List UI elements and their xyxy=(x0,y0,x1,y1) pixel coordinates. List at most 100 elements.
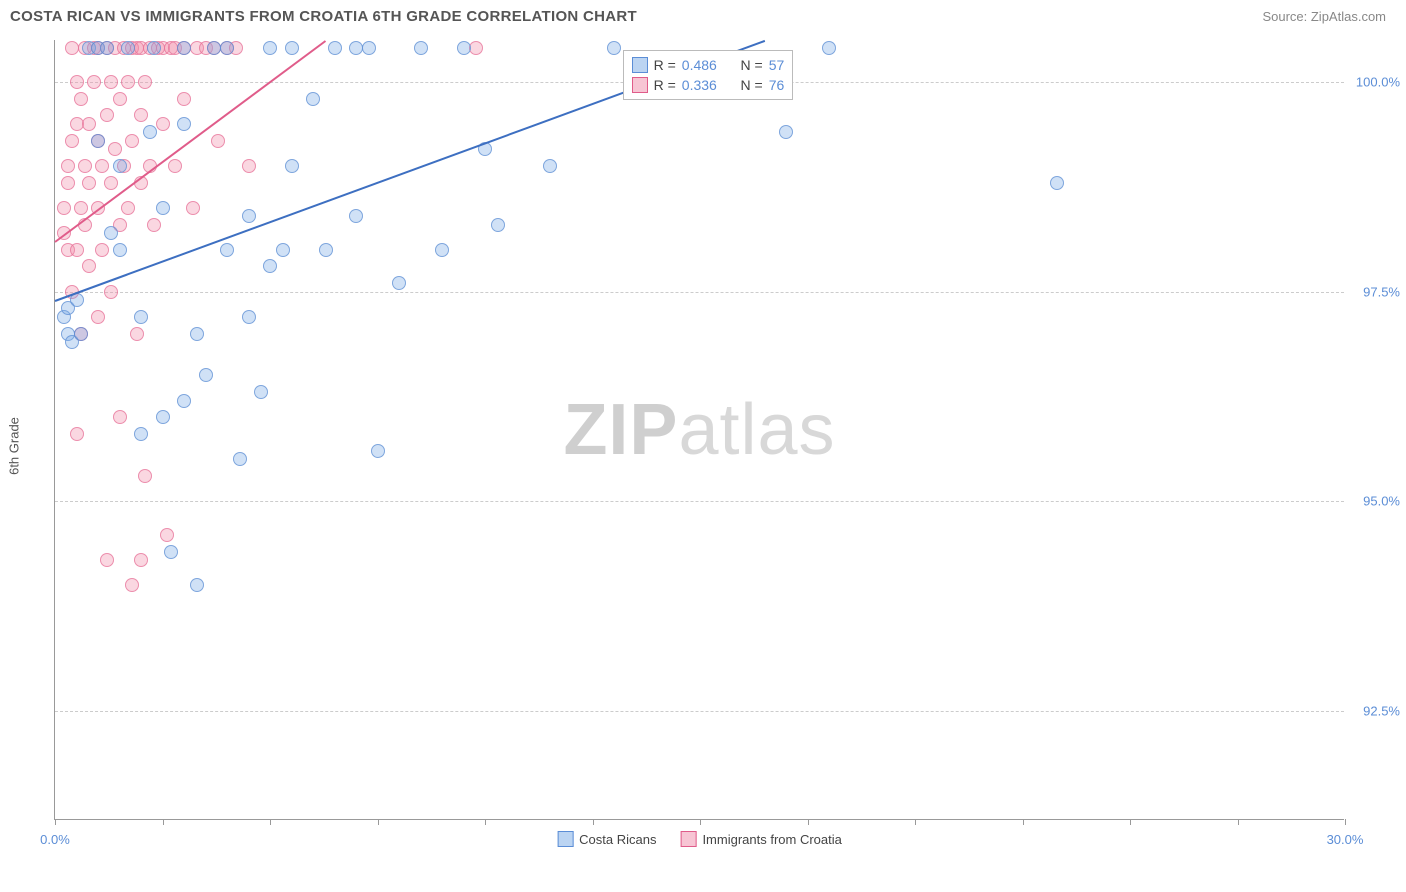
data-point xyxy=(113,410,127,424)
data-point xyxy=(70,117,84,131)
data-point xyxy=(91,310,105,324)
data-point xyxy=(186,201,200,215)
data-point xyxy=(457,41,471,55)
data-point xyxy=(74,201,88,215)
xtick xyxy=(700,819,701,825)
watermark-rest: atlas xyxy=(678,390,835,470)
xtick-label: 30.0% xyxy=(1327,832,1364,847)
data-point xyxy=(121,201,135,215)
data-point xyxy=(100,41,114,55)
data-point xyxy=(65,41,79,55)
data-point xyxy=(319,243,333,257)
ytick-label: 92.5% xyxy=(1363,703,1400,718)
data-point xyxy=(156,117,170,131)
data-point xyxy=(276,243,290,257)
data-point xyxy=(285,41,299,55)
data-point xyxy=(121,41,135,55)
data-point xyxy=(211,134,225,148)
data-point xyxy=(220,41,234,55)
data-point xyxy=(822,41,836,55)
ytick-label: 95.0% xyxy=(1363,494,1400,509)
n-value: 57 xyxy=(769,57,785,73)
y-axis-label: 6th Grade xyxy=(7,417,22,475)
xtick xyxy=(55,819,56,825)
data-point xyxy=(147,218,161,232)
data-point xyxy=(104,75,118,89)
legend-row: R = 0.336 N = 76 xyxy=(632,75,785,95)
r-value: 0.486 xyxy=(682,57,717,73)
data-point xyxy=(95,243,109,257)
chart-area: ZIPatlas Costa RicansImmigrants from Cro… xyxy=(54,40,1344,820)
data-point xyxy=(82,176,96,190)
data-point xyxy=(177,394,191,408)
data-point xyxy=(306,92,320,106)
data-point xyxy=(143,125,157,139)
header: COSTA RICAN VS IMMIGRANTS FROM CROATIA 6… xyxy=(0,0,1406,29)
xtick xyxy=(163,819,164,825)
data-point xyxy=(74,92,88,106)
data-point xyxy=(435,243,449,257)
data-point xyxy=(113,159,127,173)
xtick xyxy=(378,819,379,825)
data-point xyxy=(125,578,139,592)
legend-item: Costa Ricans xyxy=(557,831,656,847)
data-point xyxy=(1050,176,1064,190)
data-point xyxy=(392,276,406,290)
watermark: ZIPatlas xyxy=(563,389,835,471)
xtick xyxy=(1130,819,1131,825)
data-point xyxy=(177,41,191,55)
legend-label: Immigrants from Croatia xyxy=(702,832,841,847)
data-point xyxy=(104,285,118,299)
xtick xyxy=(485,819,486,825)
swatch-icon xyxy=(680,831,696,847)
data-point xyxy=(156,410,170,424)
data-point xyxy=(65,134,79,148)
data-point xyxy=(100,108,114,122)
data-point xyxy=(414,41,428,55)
data-point xyxy=(233,452,247,466)
data-point xyxy=(160,528,174,542)
xtick xyxy=(1238,819,1239,825)
n-value: 76 xyxy=(769,77,785,93)
data-point xyxy=(242,209,256,223)
legend-label: Costa Ricans xyxy=(579,832,656,847)
data-point xyxy=(607,41,621,55)
r-label: R = xyxy=(654,77,676,93)
legend-bottom: Costa Ricans Immigrants from Croatia xyxy=(557,831,842,847)
legend-item: Immigrants from Croatia xyxy=(680,831,841,847)
data-point xyxy=(121,75,135,89)
data-point xyxy=(469,41,483,55)
data-point xyxy=(125,134,139,148)
data-point xyxy=(207,41,221,55)
data-point xyxy=(177,92,191,106)
xtick xyxy=(1023,819,1024,825)
data-point xyxy=(108,142,122,156)
data-point xyxy=(491,218,505,232)
xtick xyxy=(1345,819,1346,825)
data-point xyxy=(70,427,84,441)
source-label: Source: ZipAtlas.com xyxy=(1262,9,1386,24)
data-point xyxy=(190,327,204,341)
data-point xyxy=(138,469,152,483)
ytick-label: 100.0% xyxy=(1356,74,1400,89)
data-point xyxy=(91,134,105,148)
xtick xyxy=(270,819,271,825)
xtick xyxy=(593,819,594,825)
data-point xyxy=(134,553,148,567)
data-point xyxy=(70,243,84,257)
data-point xyxy=(199,368,213,382)
data-point xyxy=(61,159,75,173)
data-point xyxy=(95,159,109,173)
gridline xyxy=(55,711,1344,712)
swatch-icon xyxy=(632,77,648,93)
data-point xyxy=(74,327,88,341)
data-point xyxy=(168,159,182,173)
data-point xyxy=(113,92,127,106)
swatch-icon xyxy=(557,831,573,847)
data-point xyxy=(87,75,101,89)
data-point xyxy=(130,327,144,341)
data-point xyxy=(100,553,114,567)
data-point xyxy=(285,159,299,173)
n-label: N = xyxy=(741,77,763,93)
data-point xyxy=(82,117,96,131)
